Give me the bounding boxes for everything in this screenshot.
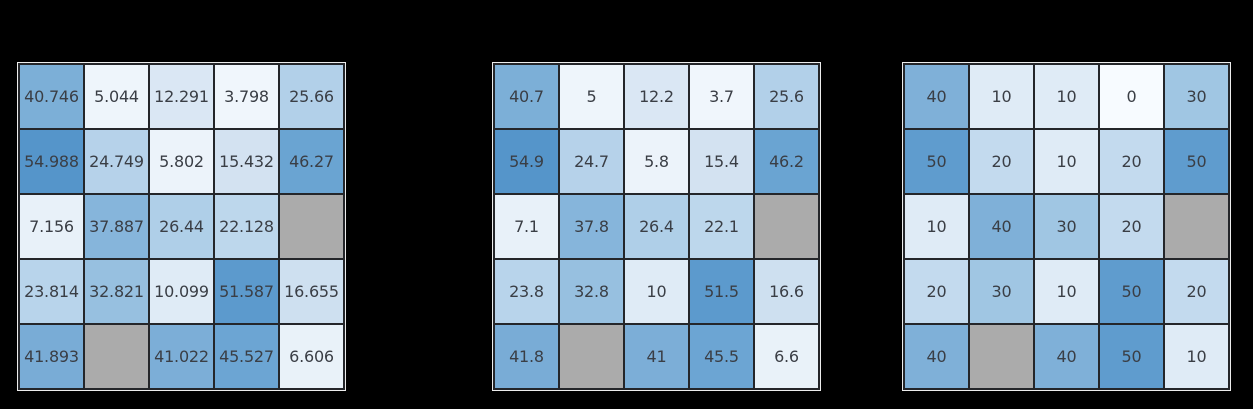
- heatmap-cell: 26.44: [150, 195, 213, 258]
- heatmap-cell: 50: [1100, 325, 1163, 388]
- heatmap-cell: 41.022: [150, 325, 213, 388]
- heatmap-cell: 3.798: [215, 65, 278, 128]
- heatmap-cell: 5.802: [150, 130, 213, 193]
- heatmap-cell: 7.1: [495, 195, 558, 258]
- heatmap-cell: 6.606: [280, 325, 343, 388]
- heatmap-cell-missing: [85, 325, 148, 388]
- heatmap-cell: 5: [560, 65, 623, 128]
- heatmap-cell: 10: [1035, 130, 1098, 193]
- heatmap-cell: 23.814: [20, 260, 83, 323]
- heatmap-cell: 0: [1100, 65, 1163, 128]
- heatmap-cell: 3.7: [690, 65, 753, 128]
- heatmap-cell-missing: [280, 195, 343, 258]
- heatmap-cell: 24.749: [85, 130, 148, 193]
- heatmap-cell: 20: [1100, 130, 1163, 193]
- heatmap-cell: 40.746: [20, 65, 83, 128]
- heatmap-cell: 54.988: [20, 130, 83, 193]
- heatmap-cell: 41: [625, 325, 688, 388]
- heatmap-cell: 5.8: [625, 130, 688, 193]
- heatmap-cell-missing: [970, 325, 1033, 388]
- heatmap-cell: 41.8: [495, 325, 558, 388]
- heatmap-cell: 40: [905, 65, 968, 128]
- heatmap-cell: 20: [1100, 195, 1163, 258]
- heatmap-cell: 15.432: [215, 130, 278, 193]
- heatmap-cell: 46.2: [755, 130, 818, 193]
- heatmap-rounded-tens: 40 10 10 0 30 50 20 10 20 50 10 40 30 20 20 30 10 50 20 40 4…: [902, 62, 1231, 391]
- heatmap-cell: 51.587: [215, 260, 278, 323]
- heatmap-cell: 40: [970, 195, 1033, 258]
- heatmap-cell: 10: [1165, 325, 1228, 388]
- heatmap-cell: 40: [905, 325, 968, 388]
- heatmap-cell: 45.527: [215, 325, 278, 388]
- heatmap-cell: 30: [1165, 65, 1228, 128]
- heatmap-cell: 40: [1035, 325, 1098, 388]
- heatmap-cell: 6.6: [755, 325, 818, 388]
- heatmap-cell: 10: [905, 195, 968, 258]
- heatmap-cell: 50: [905, 130, 968, 193]
- heatmap-cell: 10: [625, 260, 688, 323]
- heatmap-cell: 25.6: [755, 65, 818, 128]
- heatmap-cell: 26.4: [625, 195, 688, 258]
- heatmap-cell: 22.128: [215, 195, 278, 258]
- heatmap-cell-missing: [755, 195, 818, 258]
- heatmap-cell: 12.291: [150, 65, 213, 128]
- heatmap-cell-missing: [1165, 195, 1228, 258]
- heatmap-cell: 40.7: [495, 65, 558, 128]
- heatmap-cell: 50: [1165, 130, 1228, 193]
- heatmap-cell: 10: [1035, 260, 1098, 323]
- heatmap-cell-missing: [560, 325, 623, 388]
- heatmap-cell: 16.6: [755, 260, 818, 323]
- heatmap-cell: 41.893: [20, 325, 83, 388]
- heatmap-cell: 32.821: [85, 260, 148, 323]
- heatmap-cell: 23.8: [495, 260, 558, 323]
- heatmap-one-decimal: 40.7 5 12.2 3.7 25.6 54.9 24.7 5.8 15.4 46.2 7.1 37…: [492, 62, 821, 391]
- heatmap-cell: 25.66: [280, 65, 343, 128]
- heatmap-cell: 22.1: [690, 195, 753, 258]
- heatmap-cell: 37.8: [560, 195, 623, 258]
- heatmap-cell: 20: [1165, 260, 1228, 323]
- heatmap-cell: 7.156: [20, 195, 83, 258]
- heatmap-cell: 32.8: [560, 260, 623, 323]
- heatmap-cell: 37.887: [85, 195, 148, 258]
- heatmap-cell: 15.4: [690, 130, 753, 193]
- heatmap-cell: 24.7: [560, 130, 623, 193]
- heatmap-cell: 20: [905, 260, 968, 323]
- heatmap-cell: 30: [970, 260, 1033, 323]
- heatmap-cell: 16.655: [280, 260, 343, 323]
- heatmap-cell: 50: [1100, 260, 1163, 323]
- heatmap-cell: 5.044: [85, 65, 148, 128]
- heatmap-cell: 51.5: [690, 260, 753, 323]
- heatmap-cell: 45.5: [690, 325, 753, 388]
- heatmap-cell: 30: [1035, 195, 1098, 258]
- heatmap-cell: 54.9: [495, 130, 558, 193]
- heatmap-cell: 10.099: [150, 260, 213, 323]
- heatmap-cell: 10: [970, 65, 1033, 128]
- heatmap-precise: 40.746 5.044 12.291 3.798 25.66 54.988 24.749 5…: [17, 62, 346, 391]
- heatmap-cell: 46.27: [280, 130, 343, 193]
- heatmap-cell: 20: [970, 130, 1033, 193]
- heatmap-cell: 12.2: [625, 65, 688, 128]
- heatmap-cell: 10: [1035, 65, 1098, 128]
